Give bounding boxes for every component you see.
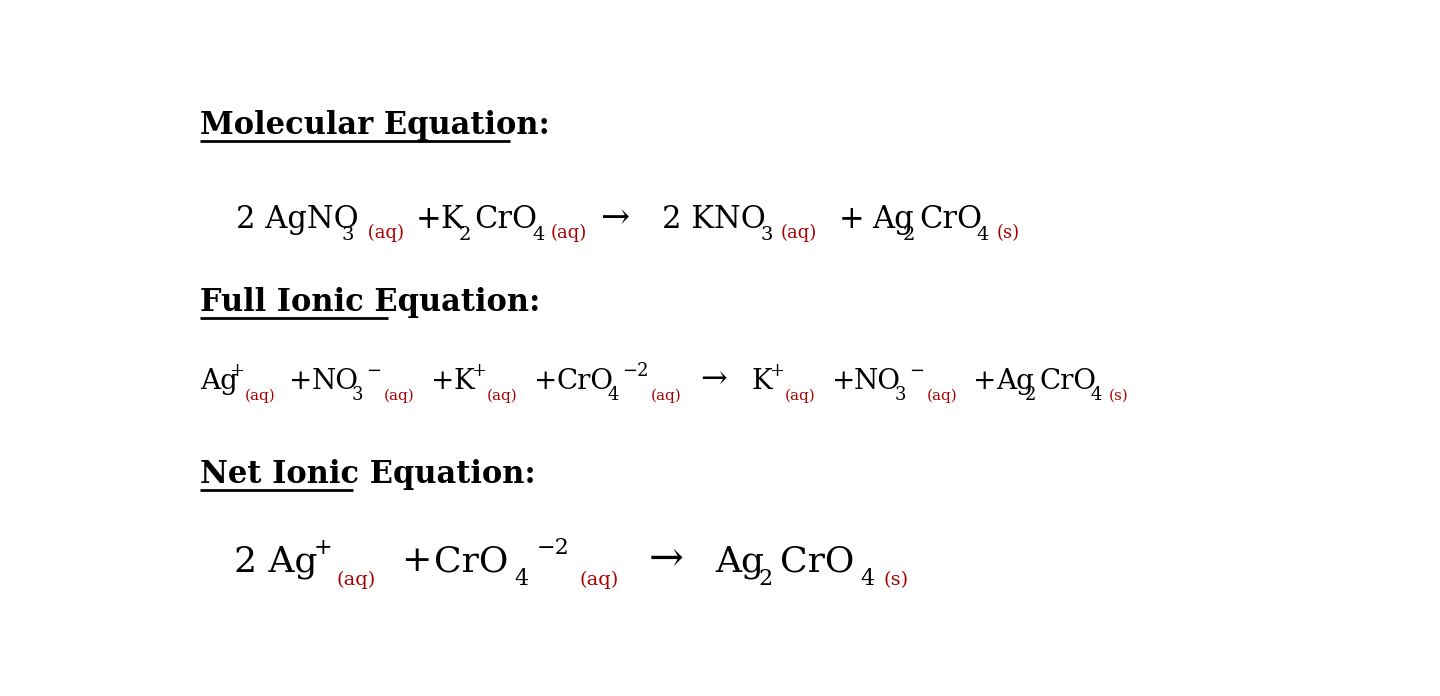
Text: (aq): (aq) [651,388,681,403]
Text: K: K [752,368,772,395]
Text: Molecular Equation:: Molecular Equation: [200,111,550,141]
Text: NO: NO [854,368,901,395]
Text: −2: −2 [622,362,648,379]
Text: +: + [769,362,785,379]
Text: Ag: Ag [873,204,913,235]
Text: 2: 2 [459,226,471,244]
Text: 2 Ag: 2 Ag [233,545,317,578]
Text: 4: 4 [976,226,989,244]
Text: +: + [471,362,487,379]
Text: →: → [700,365,727,396]
Text: +: + [289,368,312,395]
Text: +: + [973,368,996,395]
Text: (aq): (aq) [337,570,376,589]
Text: −2: −2 [537,537,570,559]
Text: −: − [366,362,382,379]
Text: −: − [909,362,924,379]
Text: (s): (s) [883,571,909,589]
Text: (aq): (aq) [487,388,517,403]
Text: +: + [314,537,333,559]
Text: 3: 3 [760,226,773,244]
Text: CrO: CrO [435,544,508,578]
Text: 2 KNO: 2 KNO [662,204,766,235]
Text: 3: 3 [894,386,906,404]
Text: 3: 3 [341,226,354,244]
Text: →: → [648,538,684,580]
Text: (aq): (aq) [579,570,619,589]
Text: +: + [832,368,855,395]
Text: Ag: Ag [200,368,238,395]
Text: (aq): (aq) [780,224,816,242]
Text: CrO: CrO [919,204,982,235]
Text: +: + [838,204,864,235]
Text: +: + [229,362,245,379]
Text: 4: 4 [608,386,619,404]
Text: 2: 2 [903,226,916,244]
Text: (aq): (aq) [245,388,275,403]
Text: (aq): (aq) [361,224,403,242]
Text: +: + [416,204,441,235]
Text: 2: 2 [1025,386,1037,404]
Text: (aq): (aq) [785,388,815,403]
Text: Full Ionic Equation:: Full Ionic Equation: [200,287,540,318]
Text: 4: 4 [533,226,544,244]
Text: (aq): (aq) [550,224,586,242]
Text: Ag: Ag [996,368,1034,395]
Text: CrO: CrO [1040,368,1096,395]
Text: 2: 2 [757,568,772,590]
Text: 2 AgNO: 2 AgNO [236,204,359,235]
Text: CrO: CrO [780,544,855,578]
Text: CrO: CrO [556,368,613,395]
Text: 3: 3 [351,386,363,404]
Text: (aq): (aq) [384,388,415,403]
Text: K: K [441,204,462,235]
Text: NO: NO [311,368,359,395]
Text: Ag: Ag [716,545,765,578]
Text: 4: 4 [1090,386,1102,404]
Text: 4: 4 [516,568,528,590]
Text: 4: 4 [861,568,876,590]
Text: CrO: CrO [475,204,537,235]
Text: (s): (s) [1109,388,1129,403]
Text: (aq): (aq) [926,388,958,403]
Text: +: + [400,544,432,578]
Text: →: → [599,201,629,235]
Text: (s): (s) [996,224,1020,242]
Text: +: + [534,368,557,395]
Text: K: K [454,368,474,395]
Text: +: + [431,368,455,395]
Text: Net Ionic Equation:: Net Ionic Equation: [200,459,536,490]
